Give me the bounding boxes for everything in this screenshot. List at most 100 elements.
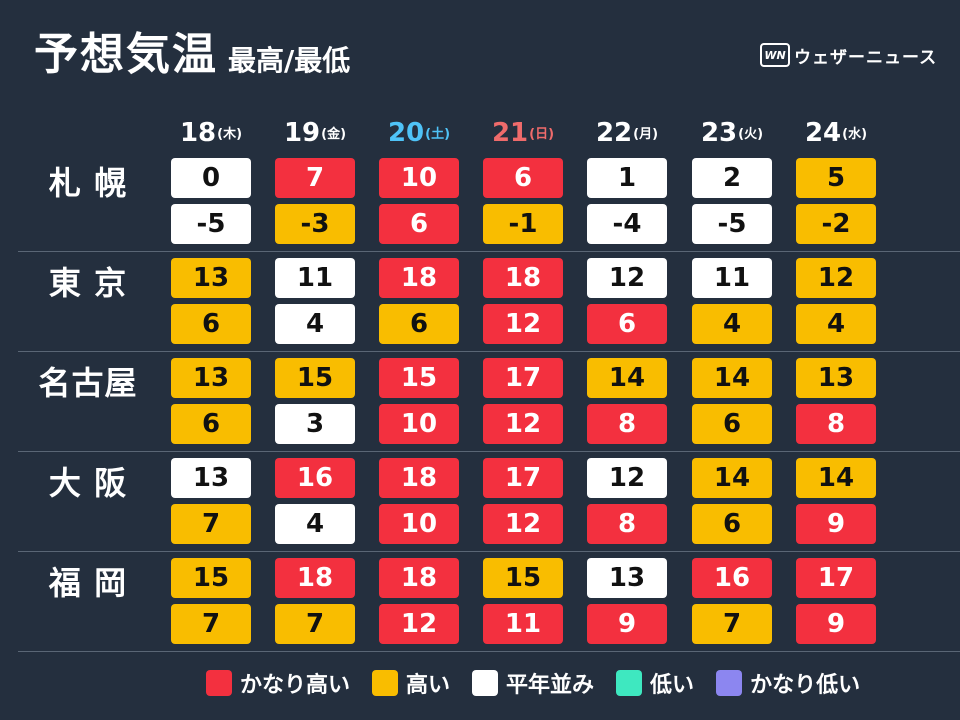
min-temp-cell: -4 [587,204,667,244]
min-temp-cell: 9 [796,504,876,544]
day-date: 21 [491,118,529,148]
max-temp-cell: 14 [796,458,876,498]
city-name: 福 岡 [48,564,128,602]
min-temp-cell: 10 [379,404,459,444]
min-temp-cell: 6 [379,304,459,344]
max-temp-cell: 13 [171,358,251,398]
legend-label: 高い [406,673,451,698]
max-temp-cell: 6 [483,158,563,198]
brand-name: ウェザーニュース [794,47,938,68]
min-temp-cell: 8 [587,504,667,544]
max-temp-cell: 7 [275,158,355,198]
min-temp-cell: 4 [275,304,355,344]
day-header: 21(日) [468,118,578,148]
max-temp-cell: 13 [796,358,876,398]
min-temp-cell: 7 [171,504,251,544]
max-temp-cell: 18 [379,258,459,298]
legend-swatch [716,670,743,696]
min-temp-cell: 7 [171,604,251,644]
max-temp-cell: 12 [796,258,876,298]
min-temp-cell: 4 [796,304,876,344]
max-temp-cell: 17 [483,358,563,398]
legend-label: かなり高い [240,673,351,698]
brand: WN ウェザーニュース [760,40,937,70]
day-header: 20(土) [364,118,474,148]
max-temp-cell: 12 [587,258,667,298]
legend-item-vlow: かなり低い [716,667,860,699]
day-date: 23 [700,118,738,148]
min-temp-cell: 8 [587,404,667,444]
day-weekday: (木) [217,127,243,142]
max-temp-cell: 12 [587,458,667,498]
max-temp-cell: 14 [587,358,667,398]
legend-label: 平年並み [506,673,595,698]
day-header: 22(月) [572,118,682,148]
max-temp-cell: 15 [379,358,459,398]
legend-swatch [372,670,399,696]
min-temp-cell: -1 [483,204,563,244]
title-block: 予想気温 最高/最低 [34,22,350,82]
min-temp-cell: 10 [379,504,459,544]
max-temp-cell: 13 [587,558,667,598]
city-name: 大 阪 [48,464,128,502]
legend-label: かなり低い [750,673,861,698]
legend-item-high: 高い [372,667,450,699]
day-date: 22 [595,118,633,148]
city-name: 札 幌 [48,164,128,202]
day-date: 20 [387,118,425,148]
row-divider [18,551,960,552]
day-weekday: (金) [321,127,347,142]
min-temp-cell: 6 [692,404,772,444]
max-temp-cell: 11 [692,258,772,298]
min-temp-cell: -5 [692,204,772,244]
city-name: 東 京 [48,264,128,302]
max-temp-cell: 13 [171,458,251,498]
city-name: 名古屋 [38,364,138,402]
max-temp-cell: 1 [587,158,667,198]
min-temp-cell: 6 [171,404,251,444]
max-temp-cell: 5 [796,158,876,198]
min-temp-cell: -2 [796,204,876,244]
max-temp-cell: 17 [796,558,876,598]
min-temp-cell: 8 [796,404,876,444]
legend-item-normal: 平年並み [472,667,594,699]
max-temp-cell: 18 [483,258,563,298]
min-temp-cell: -5 [171,204,251,244]
max-temp-cell: 18 [379,558,459,598]
min-temp-cell: 6 [171,304,251,344]
max-temp-cell: 14 [692,358,772,398]
day-header: 24(水) [781,118,891,148]
legend-item-vhigh: かなり高い [206,667,350,699]
max-temp-cell: 15 [483,558,563,598]
min-temp-cell: 12 [483,404,563,444]
max-temp-cell: 2 [692,158,772,198]
day-date: 18 [179,118,217,148]
legend-swatch [616,670,643,696]
min-temp-cell: 12 [379,604,459,644]
legend-label: 低い [650,673,695,698]
day-header: 19(金) [260,118,370,148]
legend-item-low: 低い [616,667,694,699]
day-header: 18(木) [156,118,266,148]
min-temp-cell: 6 [379,204,459,244]
min-temp-cell: 6 [692,504,772,544]
day-date: 24 [804,118,842,148]
max-temp-cell: 16 [275,458,355,498]
min-temp-cell: 7 [275,604,355,644]
min-temp-cell: 11 [483,604,563,644]
max-temp-cell: 18 [379,458,459,498]
min-temp-cell: 4 [692,304,772,344]
min-temp-cell: 6 [587,304,667,344]
max-temp-cell: 14 [692,458,772,498]
row-divider [18,451,960,452]
day-date: 19 [283,118,321,148]
min-temp-cell: 7 [692,604,772,644]
max-temp-cell: 11 [275,258,355,298]
min-temp-cell: 12 [483,304,563,344]
brand-logo-icon: WN [760,43,790,67]
max-temp-cell: 0 [171,158,251,198]
day-weekday: (火) [738,127,764,142]
legend-swatch [472,670,499,696]
day-header: 23(火) [677,118,787,148]
min-temp-cell: 3 [275,404,355,444]
